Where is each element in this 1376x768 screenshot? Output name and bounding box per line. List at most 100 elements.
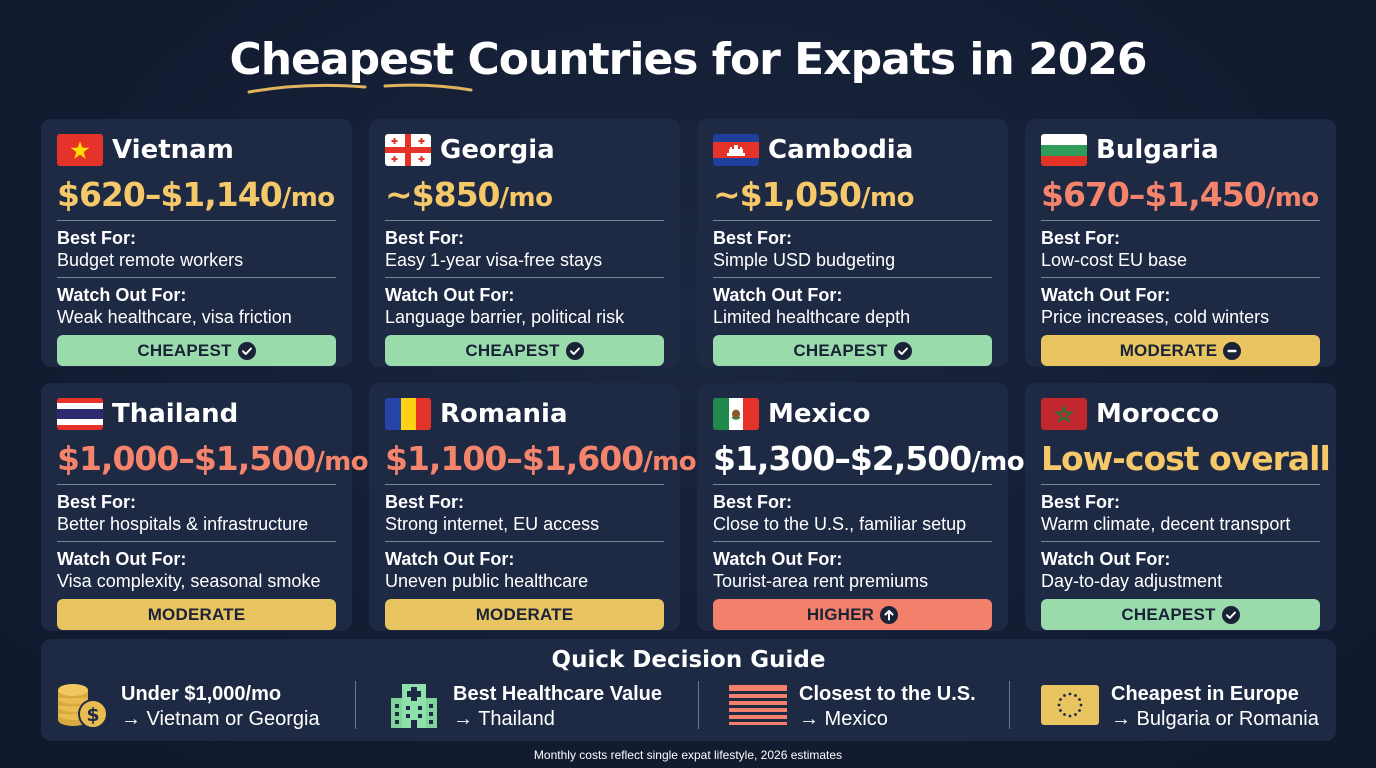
monthly-price: ~$850/mo [385,175,553,214]
watch-out-value: Uneven public healthcare [385,571,589,591]
country-card-morocco: Morocco Low-cost overall Best For: Warm … [1025,383,1336,631]
georgia-flag [385,134,431,166]
thailand-flag [57,398,103,430]
best-for-value: Simple USD budgeting [713,250,896,270]
eu-flag-icon [1041,684,1099,730]
guide-item-us: Closest to the U.S. → Mexico [729,679,976,735]
divider [57,541,336,542]
divider [57,220,336,221]
divider [713,277,992,278]
best-for-label: Best For: [713,228,793,248]
cost-badge: HIGHER [713,599,992,630]
divider [385,541,664,542]
divider [1041,220,1320,221]
guide-divider [698,681,699,729]
best-for-label: Best For: [57,492,137,512]
divider [57,484,336,485]
bulgaria-flag [1041,134,1087,166]
guide-heading: Closest to the U.S. [799,683,976,705]
best-for-value: Low-cost EU base [1041,250,1188,270]
best-for-label: Best For: [57,228,137,248]
country-card-thailand: Thailand $1,000–$1,500/mo Best For: Bett… [41,383,369,631]
cost-badge: MODERATE [57,599,336,630]
divider [1041,484,1320,485]
guide-heading: Under $1,000/mo [121,683,282,705]
quick-decision-guide: Quick Decision Guide $ Under $1,000/mo → … [41,639,1336,741]
country-name: Romania [440,399,568,429]
cost-badge: MODERATE [1041,335,1320,366]
best-for-value: Budget remote workers [57,250,244,270]
country-name: Mexico [768,399,871,429]
divider [1041,277,1320,278]
guide-title: Quick Decision Guide [551,647,826,673]
cost-badge: CHEAPEST [385,335,664,366]
footnote: Monthly costs reflect single expat lifes… [533,748,843,762]
check-circle-icon [237,341,256,360]
monthly-price: $1,000–$1,500/mo [57,439,369,478]
check-circle-icon [893,341,912,360]
watch-out-label: Watch Out For: [713,285,843,305]
divider [713,220,992,221]
cost-badge: MODERATE [385,599,664,630]
best-for-label: Best For: [385,492,465,512]
romania-flag [385,398,431,430]
mexico-flag [713,398,759,430]
monthly-price: ~$1,050/mo [713,175,914,214]
best-for-label: Best For: [1041,228,1121,248]
guide-heading: Cheapest in Europe [1111,683,1299,705]
divider [57,277,336,278]
country-grid: Vietnam $620–$1,140/mo Best For: Budget … [41,119,1336,631]
vietnam-flag [57,134,103,166]
title-underline-decoration [247,83,473,94]
best-for-label: Best For: [385,228,465,248]
guide-item-budget: $ Under $1,000/mo → Vietnam or Georgia [55,679,320,735]
watch-out-label: Watch Out For: [1041,285,1171,305]
divider [1041,541,1320,542]
arrow-up-circle-icon [880,605,899,624]
watch-out-value: Tourist-area rent premiums [713,571,929,591]
monthly-price: $1,100–$1,600/mo [385,439,697,478]
watch-out-value: Weak healthcare, visa friction [57,307,292,327]
watch-out-label: Watch Out For: [1041,549,1171,569]
monthly-price: $1,300–$2,500/mo [713,439,1025,478]
guide-answer: → Thailand [453,708,555,730]
divider [713,541,992,542]
best-for-value: Close to the U.S., familiar setup [713,514,967,534]
watch-out-label: Watch Out For: [385,549,515,569]
country-name: Morocco [1096,399,1220,429]
country-card-mexico: Mexico $1,300–$2,500/mo Best For: Close … [697,383,1025,631]
monthly-price: $620–$1,140/mo [57,175,335,214]
monthly-price: $670–$1,450/mo [1041,175,1319,214]
monthly-price: Low-cost overall [1041,439,1331,478]
country-name: Georgia [440,135,555,165]
country-name: Vietnam [112,135,234,165]
cost-badge: CHEAPEST [713,335,992,366]
svg-text:$: $ [86,704,99,726]
guide-divider [355,681,356,729]
guide-item-healthcare: Best Healthcare Value → Thailand [387,679,662,735]
morocco-flag [1041,398,1087,430]
us-flag-icon [729,684,787,730]
country-card-romania: Romania $1,100–$1,600/mo Best For: Stron… [369,383,697,631]
divider [385,220,664,221]
hospital-icon [387,680,441,735]
best-for-label: Best For: [1041,492,1121,512]
cambodia-flag [713,134,759,166]
watch-out-label: Watch Out For: [57,549,187,569]
watch-out-value: Day-to-day adjustment [1041,571,1223,591]
country-card-vietnam: Vietnam $620–$1,140/mo Best For: Budget … [41,119,352,367]
watch-out-value: Price increases, cold winters [1041,307,1270,327]
guide-answer: → Vietnam or Georgia [121,708,320,730]
watch-out-value: Limited healthcare depth [713,307,911,327]
watch-out-label: Watch Out For: [57,285,187,305]
watch-out-label: Watch Out For: [385,285,515,305]
best-for-value: Strong internet, EU access [385,514,600,534]
check-circle-icon [565,341,584,360]
best-for-value: Easy 1-year visa-free stays [385,250,603,270]
best-for-label: Best For: [713,492,793,512]
check-circle-icon [1221,605,1240,624]
guide-item-europe: Cheapest in Europe → Bulgaria or Romania [1041,679,1319,735]
best-for-value: Better hospitals & infrastructure [57,514,309,534]
country-name: Cambodia [768,135,914,165]
watch-out-label: Watch Out For: [713,549,843,569]
